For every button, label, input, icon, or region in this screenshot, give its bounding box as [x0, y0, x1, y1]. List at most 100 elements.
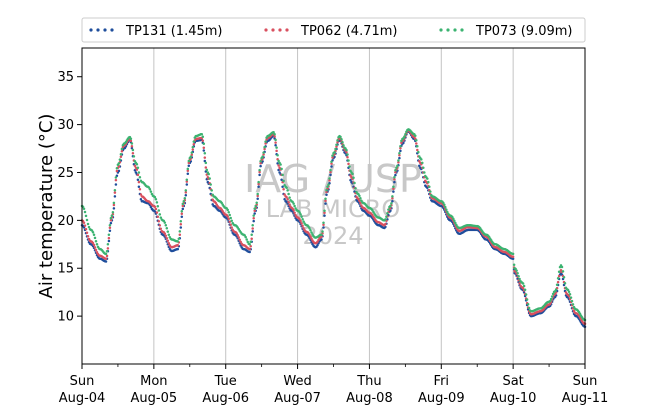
- data-point: [165, 236, 169, 240]
- data-point: [454, 221, 457, 225]
- data-point: [280, 167, 283, 171]
- data-point: [154, 207, 158, 211]
- data-point: [250, 237, 253, 241]
- data-point: [253, 207, 256, 210]
- data-point: [249, 240, 252, 243]
- data-point: [400, 141, 403, 145]
- data-point: [394, 170, 397, 174]
- data-point: [518, 277, 521, 281]
- data-point: [273, 135, 276, 138]
- data-point: [250, 233, 253, 236]
- data-point: [415, 142, 418, 145]
- data-point: [556, 280, 560, 284]
- data-point: [207, 172, 210, 176]
- data-point: [525, 298, 529, 301]
- legend-label: TP062 (4.71m): [300, 24, 397, 39]
- data-point: [324, 197, 327, 201]
- y-tick-label: 15: [57, 262, 74, 277]
- data-point: [229, 223, 232, 226]
- data-point: [180, 210, 184, 213]
- data-point: [253, 212, 256, 215]
- data-point: [515, 269, 518, 272]
- data-point: [281, 173, 284, 177]
- data-point: [249, 245, 252, 248]
- data-point: [114, 176, 118, 179]
- data-point: [347, 159, 350, 162]
- data-point: [253, 209, 256, 212]
- data-point: [308, 233, 311, 236]
- data-point: [392, 185, 395, 189]
- data-point: [331, 156, 334, 159]
- legend-dot: [278, 28, 282, 32]
- data-point: [384, 222, 387, 226]
- data-point: [555, 283, 559, 287]
- data-point: [104, 252, 108, 256]
- data-point: [392, 187, 395, 191]
- data-point: [187, 164, 191, 168]
- data-point: [512, 263, 516, 266]
- data-point: [86, 234, 90, 238]
- data-point: [236, 233, 239, 237]
- data-point: [153, 205, 157, 209]
- data-point: [159, 216, 163, 219]
- data-point: [393, 180, 396, 184]
- data-point: [429, 190, 432, 193]
- data-point: [130, 146, 134, 150]
- data-point: [113, 195, 117, 198]
- data-point: [156, 215, 160, 218]
- data-point: [107, 236, 111, 240]
- data-point: [248, 243, 251, 246]
- legend-dot: [264, 28, 268, 32]
- data-point: [416, 144, 419, 148]
- data-point: [310, 231, 313, 234]
- legend-box: [81, 17, 586, 43]
- data-point: [285, 195, 288, 199]
- data-point: [351, 172, 354, 176]
- data-point: [293, 211, 296, 214]
- x-tick-date: Aug-05: [131, 391, 178, 406]
- data-point: [328, 179, 331, 182]
- data-point: [323, 214, 326, 217]
- x-tick-day: Sat: [502, 374, 523, 389]
- data-point: [135, 162, 139, 166]
- x-tick-day: Tue: [214, 374, 237, 389]
- data-point: [129, 137, 133, 141]
- data-point: [398, 152, 401, 155]
- data-point: [95, 243, 99, 246]
- data-point: [91, 230, 95, 234]
- data-point: [348, 165, 351, 168]
- data-point: [148, 187, 152, 191]
- data-point: [92, 233, 96, 236]
- data-point: [208, 177, 211, 180]
- data-point: [359, 197, 362, 200]
- data-point: [264, 140, 267, 143]
- data-point: [262, 153, 265, 156]
- data-point: [137, 171, 141, 174]
- y-tick-label: 30: [57, 118, 74, 133]
- y-axis-title: Air temperature (°C): [36, 114, 57, 299]
- data-point: [114, 183, 118, 186]
- data-point: [427, 180, 430, 184]
- data-point: [244, 235, 247, 239]
- data-point: [548, 299, 552, 303]
- data-point: [298, 211, 301, 214]
- x-tick-date: Aug-06: [202, 391, 249, 406]
- data-point: [257, 185, 260, 189]
- data-point: [511, 255, 515, 259]
- data-point: [302, 227, 305, 230]
- data-point: [330, 160, 333, 163]
- data-point: [281, 185, 284, 189]
- data-point: [251, 230, 254, 233]
- data-point: [137, 180, 141, 184]
- data-point: [339, 135, 342, 139]
- data-point: [279, 163, 282, 166]
- data-point: [523, 288, 527, 292]
- data-point: [325, 193, 328, 197]
- data-point: [130, 142, 134, 145]
- data-point: [292, 202, 295, 205]
- data-point: [251, 223, 254, 227]
- data-point: [112, 207, 116, 210]
- data-point: [316, 244, 319, 247]
- data-point: [230, 226, 233, 229]
- data-point: [524, 293, 528, 296]
